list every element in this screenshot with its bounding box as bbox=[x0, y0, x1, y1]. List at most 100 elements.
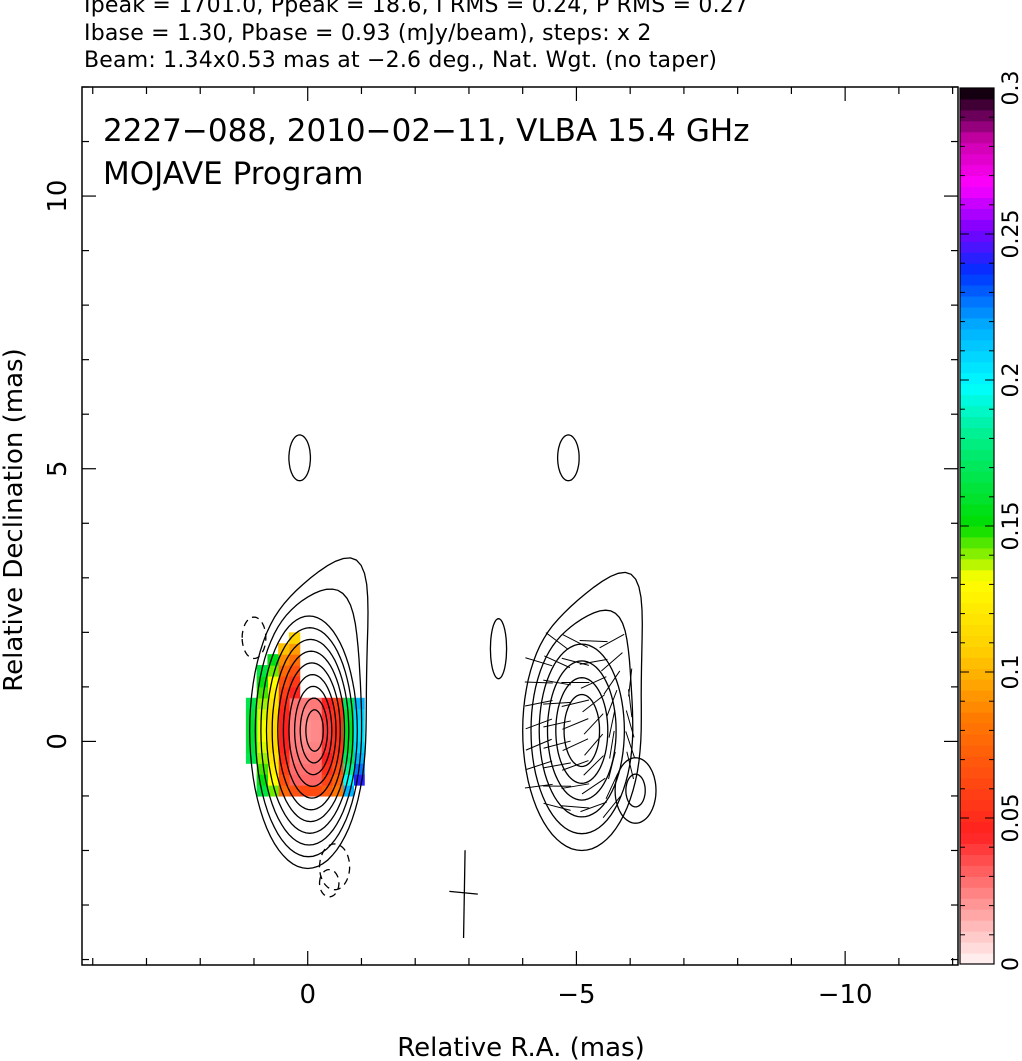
polarization-pixel bbox=[299, 708, 312, 721]
polarization-pixel bbox=[288, 774, 301, 786]
evpa-stick bbox=[562, 718, 589, 730]
polarization-pixel bbox=[278, 686, 290, 699]
polarization-pixel bbox=[288, 665, 301, 677]
title-line-2: MOJAVE Program bbox=[103, 156, 363, 192]
colorbar-segment bbox=[960, 898, 994, 910]
contour-line bbox=[254, 588, 363, 858]
colorbar-segment bbox=[960, 942, 994, 954]
polarization-pixel bbox=[299, 719, 312, 732]
evpa-stick bbox=[543, 720, 571, 728]
evpa-stick bbox=[543, 740, 571, 749]
polarization-pixel bbox=[278, 774, 290, 786]
colorbar-segment bbox=[960, 788, 994, 801]
polarization-pixel bbox=[245, 741, 258, 753]
colorbar-segment bbox=[960, 449, 994, 461]
polarization-pixel bbox=[288, 675, 301, 688]
contour-blob bbox=[556, 434, 580, 482]
negative-contour bbox=[241, 616, 267, 660]
polarization-pixel bbox=[267, 654, 279, 666]
evpa-stick bbox=[608, 751, 616, 780]
colorbar-segment bbox=[960, 745, 994, 757]
polarization-pixel bbox=[267, 752, 279, 764]
polarization-pixel bbox=[331, 763, 344, 775]
contour-line bbox=[282, 662, 341, 799]
polarization-pixel bbox=[267, 730, 279, 743]
header-line-3: Beam: 1.34x0.53 mas at −2.6 deg., Nat. W… bbox=[84, 48, 718, 73]
tick-marks bbox=[82, 86, 958, 965]
colorbar-segment bbox=[960, 241, 994, 253]
colorbar-segment bbox=[960, 657, 994, 669]
evpa-stick bbox=[608, 710, 616, 738]
polarization-pixel bbox=[310, 730, 322, 743]
polarization-pixel bbox=[310, 719, 322, 732]
colorbar-segment bbox=[960, 197, 994, 209]
colorbar-label: 0 bbox=[999, 957, 1022, 971]
polarization-pixel bbox=[278, 763, 290, 775]
polarization-pixel bbox=[310, 697, 322, 710]
polarization-pixel bbox=[256, 719, 269, 732]
polarization-pixel bbox=[353, 730, 365, 743]
contour-blob bbox=[614, 757, 657, 824]
colorbar-segment bbox=[960, 690, 994, 702]
polarization-pixel bbox=[267, 686, 279, 699]
y-axis-label: Relative Declination (mas) bbox=[0, 348, 29, 691]
y-tick-label: 5 bbox=[43, 460, 73, 477]
colorbar-label: 0.25 bbox=[999, 210, 1022, 259]
evpa-stick bbox=[562, 634, 589, 648]
polarization-pixel bbox=[267, 774, 279, 786]
colorbar: 0 0.05 0.1 0.15 0.2 0.25 0.3 bbox=[959, 71, 1022, 971]
colorbar-segment bbox=[960, 131, 994, 144]
evpa-stick bbox=[544, 655, 571, 669]
polarization-pixel bbox=[310, 774, 322, 786]
colorbar-segment bbox=[960, 953, 994, 965]
evpa-stick bbox=[543, 762, 571, 769]
evpa-stick bbox=[525, 718, 553, 730]
colorbar-segment bbox=[960, 766, 994, 779]
header-line-2: Ibase = 1.30, Pbase = 0.93 (mJy/beam), s… bbox=[84, 21, 652, 46]
evpa-stick bbox=[562, 760, 589, 771]
colorbar-segment bbox=[960, 832, 994, 845]
evpa-stick bbox=[609, 730, 615, 759]
colorbar-label: 0.15 bbox=[999, 502, 1022, 551]
evpa-stick bbox=[584, 733, 604, 756]
x-axis-label: Relative R.A. (mas) bbox=[397, 1033, 644, 1061]
polarization-pixel bbox=[310, 785, 322, 797]
colorbar-segment bbox=[960, 405, 994, 417]
colorbar-segment bbox=[960, 887, 994, 899]
polarization-pixel bbox=[245, 697, 258, 710]
colorbar-segment bbox=[960, 120, 994, 133]
contour-line bbox=[265, 627, 354, 834]
polarization-pixel bbox=[353, 708, 365, 721]
polarization-pixel bbox=[245, 708, 258, 721]
colorbar-segment bbox=[960, 624, 994, 636]
x-tick-label: −10 bbox=[818, 980, 873, 1010]
evpa-stick bbox=[562, 738, 589, 752]
colorbar-segment bbox=[960, 482, 994, 494]
colorbar-segment bbox=[960, 646, 994, 658]
evpa-stick bbox=[626, 751, 634, 780]
polarization-pixel bbox=[342, 785, 354, 797]
polarization-pixel bbox=[288, 752, 301, 764]
contour-line bbox=[249, 557, 369, 870]
colorbar-segment bbox=[960, 208, 994, 220]
colorbar-segment bbox=[960, 339, 994, 352]
polarization-pixel bbox=[321, 785, 333, 797]
colorbar-segment bbox=[960, 230, 994, 242]
polarization-pixel bbox=[278, 654, 290, 666]
polarization-pixel bbox=[299, 730, 312, 743]
contour-layer bbox=[241, 434, 657, 938]
polarization-pixel bbox=[321, 708, 333, 721]
title-line-1: 2227−088, 2010−02−11, VLBA 15.4 GHz bbox=[103, 113, 749, 149]
evpa-stick bbox=[579, 639, 608, 643]
polarization-pixel bbox=[288, 697, 301, 710]
colorbar-segment bbox=[960, 504, 994, 516]
colorbar-segment bbox=[960, 854, 994, 866]
colorbar-segment bbox=[960, 920, 994, 932]
polarization-pixel bbox=[256, 763, 269, 775]
polarization-pixel bbox=[288, 763, 301, 775]
colorbar-segment bbox=[960, 296, 994, 308]
colorbar-segment bbox=[960, 88, 994, 100]
colorbar-segment bbox=[960, 821, 994, 834]
polarization-pixel bbox=[331, 719, 344, 732]
evpa-stick bbox=[545, 632, 569, 650]
